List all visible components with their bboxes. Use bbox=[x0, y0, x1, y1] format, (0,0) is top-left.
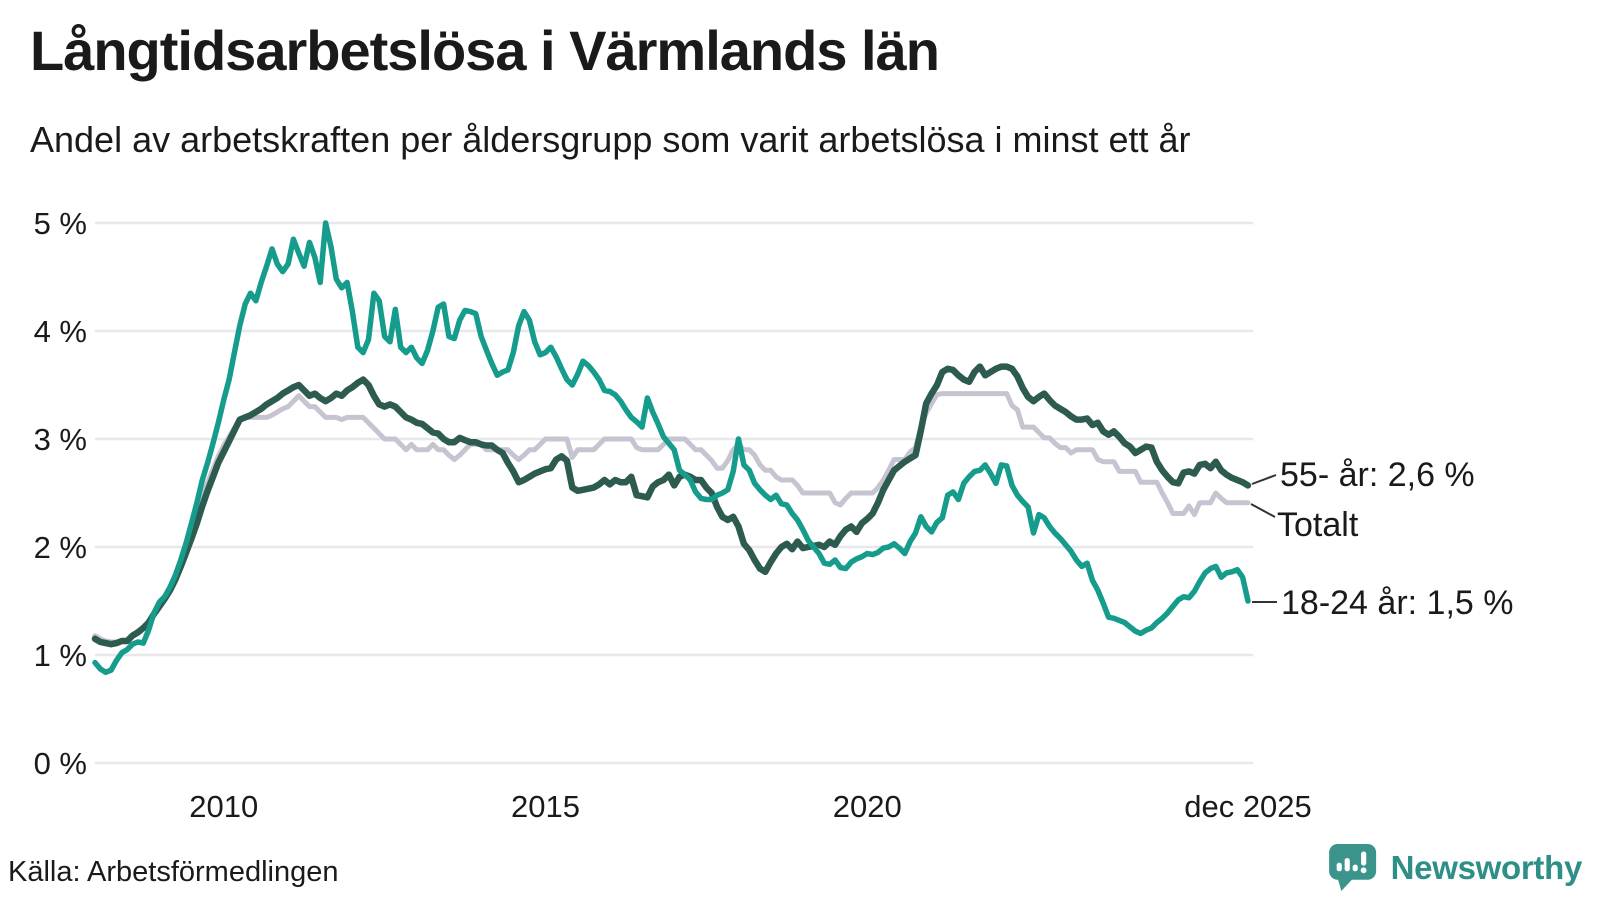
y-axis-tick-label: 0 % bbox=[34, 746, 87, 781]
newsworthy-brand: Newsworthy bbox=[1328, 844, 1582, 891]
series-end-label-age-18-24: 18-24 år: 1,5 % bbox=[1281, 584, 1513, 622]
series-line-age-55-plus bbox=[91, 363, 1252, 648]
label-connector-total bbox=[1250, 503, 1276, 518]
y-axis-tick-label: 2 % bbox=[34, 530, 87, 565]
page-subtitle: Andel av arbetskraften per åldersgrupp s… bbox=[30, 119, 1191, 160]
line-layer bbox=[91, 220, 1252, 676]
series-end-label-age-55-plus: 55- år: 2,6 % bbox=[1280, 456, 1475, 494]
grid-layer: 5 % 4 % 3 % 2 % 1 % 0 % 2010 2015 2020 dec 2025 bbox=[34, 206, 1312, 824]
source-note: Källa: Arbetsförmedlingen bbox=[8, 856, 339, 888]
y-axis-tick-label: 1 % bbox=[34, 638, 87, 673]
series-line-age-18-24 bbox=[92, 220, 1251, 676]
page-title: Långtidsarbetslösa i Värmlands län bbox=[30, 19, 940, 82]
x-axis-tick-label: dec 2025 bbox=[1184, 789, 1312, 824]
newsworthy-logo-icon bbox=[1328, 844, 1376, 891]
x-axis-tick-label: 2015 bbox=[511, 789, 580, 824]
y-axis-tick-label: 5 % bbox=[34, 206, 87, 241]
annotation-layer: 55- år: 2,6 % Totalt 18-24 år: 1,5 % bbox=[1250, 456, 1513, 622]
y-axis-tick-label: 3 % bbox=[34, 422, 87, 457]
newsworthy-brand-text: Newsworthy bbox=[1390, 848, 1583, 886]
series-line-total bbox=[92, 391, 1251, 645]
y-axis-tick-label: 4 % bbox=[34, 314, 87, 349]
label-connector-age-55-plus bbox=[1251, 474, 1277, 485]
x-axis-tick-label: 2020 bbox=[833, 789, 902, 824]
series-end-label-total: Totalt bbox=[1277, 506, 1359, 544]
x-axis-tick-label: 2010 bbox=[189, 789, 258, 824]
